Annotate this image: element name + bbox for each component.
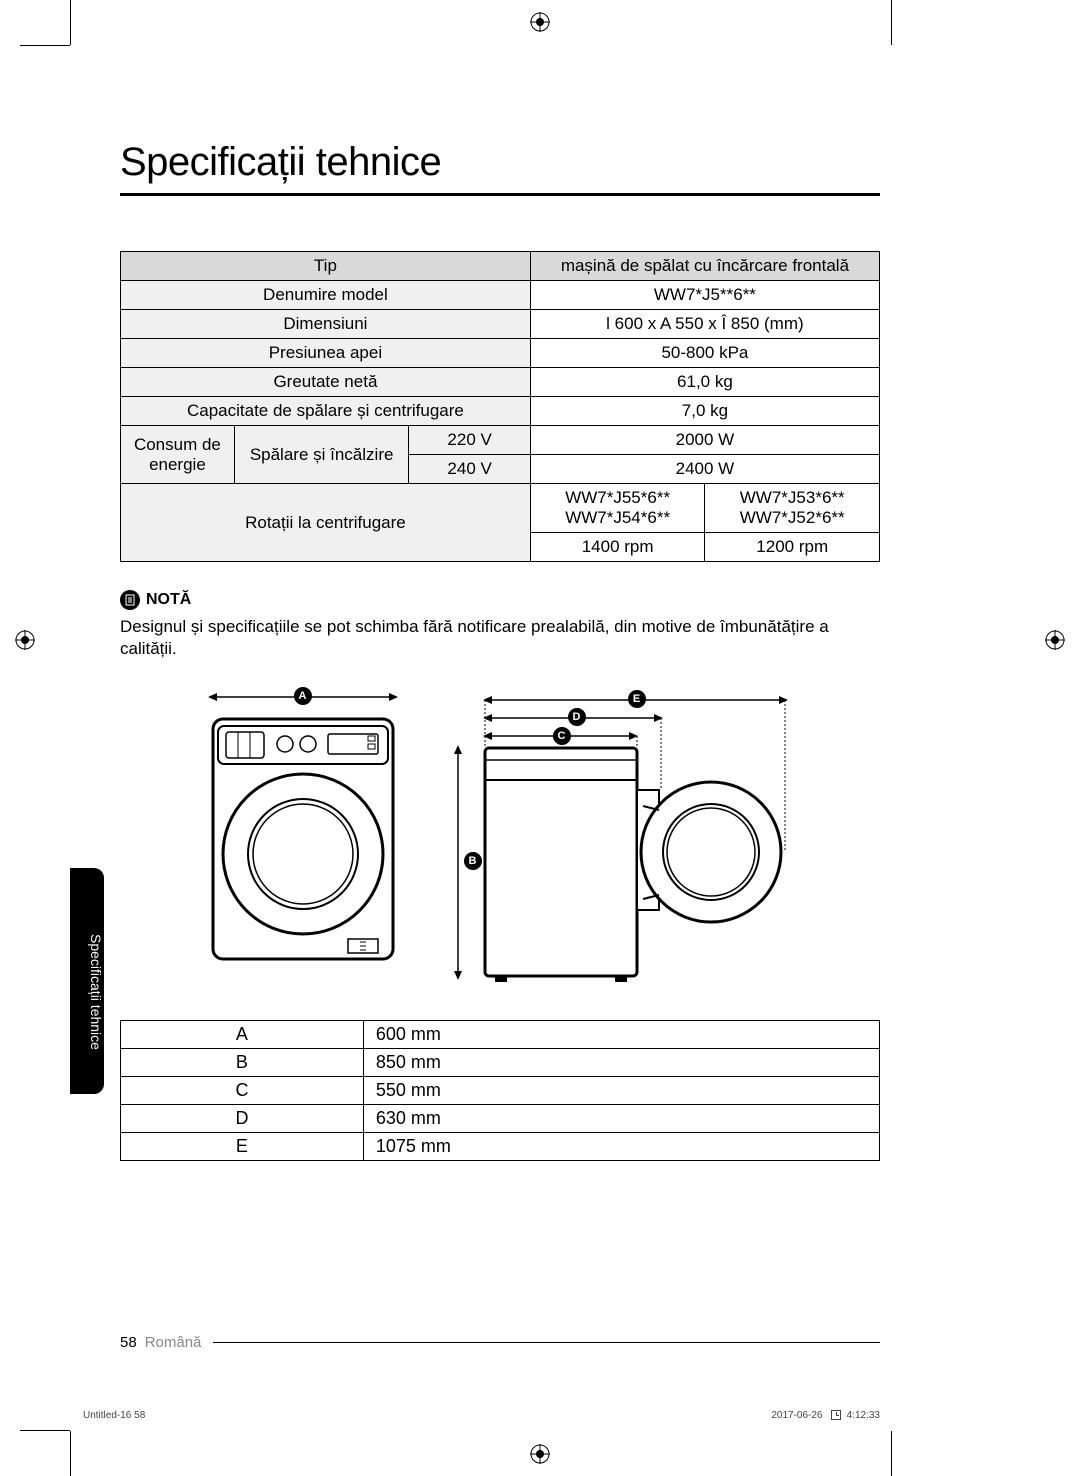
washing-machine-front-icon — [208, 714, 398, 964]
registration-mark-icon — [15, 630, 35, 650]
dim-value: 550 mm — [363, 1077, 879, 1105]
dim-value: 1075 mm — [363, 1133, 879, 1161]
table-row: D630 mm — [121, 1105, 880, 1133]
crop-mark — [70, 0, 71, 45]
note-icon — [120, 590, 140, 610]
table-row: Tip mașină de spălat cu încărcare fronta… — [121, 252, 880, 281]
doc-meta-right: 2017-06-26 4:12:33 — [771, 1410, 880, 1421]
meta-time: 4:12:33 — [847, 1410, 880, 1421]
value-cell: WW7*J55*6** WW7*J54*6** — [530, 484, 705, 533]
crop-mark — [20, 45, 70, 46]
dim-key: C — [121, 1077, 364, 1105]
spec-table: Tip mașină de spălat cu încărcare fronta… — [120, 251, 880, 562]
value-cell: 1400 rpm — [530, 533, 705, 562]
dim-key: E — [121, 1133, 364, 1161]
header-cell: Tip — [121, 252, 531, 281]
label-cell: Presiunea apei — [121, 339, 531, 368]
value-cell: 1200 rpm — [705, 533, 880, 562]
label-cell: Spălare și încălzire — [234, 426, 409, 484]
value-cell: l 600 x A 550 x Î 850 (mm) — [530, 310, 879, 339]
note-text: Designul și specificațiile se pot schimb… — [120, 616, 880, 660]
page-footer: 58 Română — [120, 1334, 880, 1351]
dim-label-e: E — [628, 690, 646, 708]
value-cell: 7,0 kg — [530, 397, 879, 426]
table-row: Presiunea apei 50-800 kPa — [121, 339, 880, 368]
note-header: NOTĂ — [120, 590, 880, 610]
dim-key: B — [121, 1049, 364, 1077]
meta-date: 2017-06-26 — [771, 1410, 822, 1421]
registration-mark-icon — [530, 1444, 550, 1464]
note-label: NOTĂ — [146, 591, 191, 609]
table-row: Greutate netă 61,0 kg — [121, 368, 880, 397]
label-cell: Denumire model — [121, 281, 531, 310]
crop-mark — [891, 0, 892, 45]
dim-label-c: C — [553, 727, 571, 745]
dim-key: D — [121, 1105, 364, 1133]
dim-value: 850 mm — [363, 1049, 879, 1077]
value-cell: 2000 W — [530, 426, 879, 455]
value-cell: WW7*J53*6** WW7*J52*6** — [705, 484, 880, 533]
dimensions-table: A600 mm B850 mm C550 mm D630 mm E1075 mm — [120, 1020, 880, 1161]
table-row: B850 mm — [121, 1049, 880, 1077]
dim-value: 630 mm — [363, 1105, 879, 1133]
value-cell: 50-800 kPa — [530, 339, 879, 368]
table-row: E1075 mm — [121, 1133, 880, 1161]
label-cell: Greutate netă — [121, 368, 531, 397]
table-row: Consum de energie Spălare și încălzire 2… — [121, 426, 880, 455]
value-cell: 61,0 kg — [530, 368, 879, 397]
table-row: Denumire model WW7*J5**6** — [121, 281, 880, 310]
dim-label-b: B — [464, 852, 482, 870]
footer-rule — [213, 1342, 880, 1343]
table-row: C550 mm — [121, 1077, 880, 1105]
label-cell: 240 V — [409, 455, 530, 484]
doc-meta-left: Untitled-16 58 — [83, 1410, 145, 1421]
registration-mark-icon — [530, 12, 550, 32]
table-row: Capacitate de spălare și centrifugare 7,… — [121, 397, 880, 426]
washing-machine-side-icon — [443, 690, 793, 985]
label-cell: Capacitate de spălare și centrifugare — [121, 397, 531, 426]
page-title: Specificații tehnice — [120, 140, 880, 196]
crop-mark — [891, 1431, 892, 1476]
value-cell: 2400 W — [530, 455, 879, 484]
crop-mark — [70, 1431, 71, 1476]
dim-label-d: D — [568, 708, 586, 726]
label-cell: 220 V — [409, 426, 530, 455]
page-content: Specificații tehnice Tip mașină de spăla… — [120, 140, 880, 1161]
clock-icon — [831, 1410, 841, 1420]
table-row: A600 mm — [121, 1021, 880, 1049]
table-row: Dimensiuni l 600 x A 550 x Î 850 (mm) — [121, 310, 880, 339]
table-row: Rotații la centrifugare WW7*J55*6** WW7*… — [121, 484, 880, 533]
page-language: Română — [145, 1334, 202, 1351]
header-cell: mașină de spălat cu încărcare frontală — [530, 252, 879, 281]
crop-mark — [20, 1430, 70, 1431]
page-number: 58 — [120, 1334, 137, 1351]
label-cell: Dimensiuni — [121, 310, 531, 339]
label-cell: Rotații la centrifugare — [121, 484, 531, 562]
registration-mark-icon — [1045, 630, 1065, 650]
diagrams: A — [120, 690, 880, 990]
section-tab: Specificații tehnice — [70, 868, 104, 1094]
label-cell: Consum de energie — [121, 426, 235, 484]
dim-label-a: A — [294, 687, 312, 705]
front-view-diagram: A — [208, 690, 398, 990]
dim-key: A — [121, 1021, 364, 1049]
side-view-diagram: E D C B — [443, 690, 793, 990]
value-cell: WW7*J5**6** — [530, 281, 879, 310]
dim-value: 600 mm — [363, 1021, 879, 1049]
